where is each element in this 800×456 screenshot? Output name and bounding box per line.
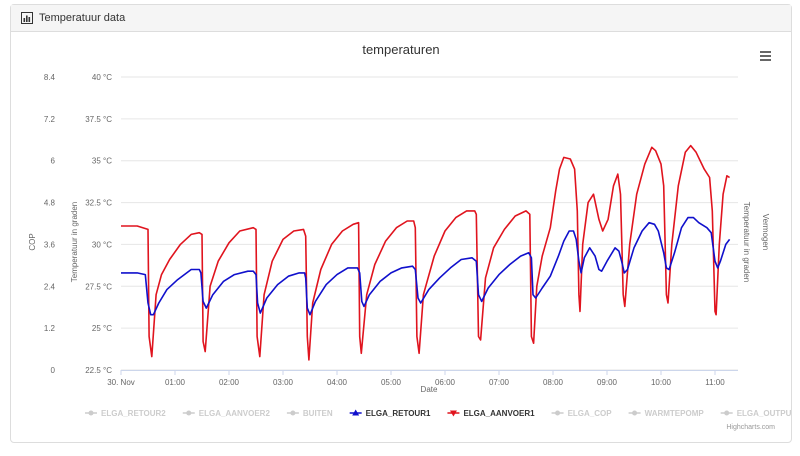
circle-icon — [290, 410, 296, 416]
y-axis-title-temp-left: Temperatuur in graden — [70, 202, 79, 283]
x-tick-label: 06:00 — [435, 378, 456, 387]
circle-icon — [555, 410, 561, 416]
y-axis-title-cop: COP — [28, 233, 37, 250]
legend-item-buiten[interactable]: BUITEN — [286, 409, 333, 418]
circle-icon — [632, 410, 638, 416]
legend-label: ELGA_COP — [568, 409, 613, 418]
temperature-panel: Temperatuur data temperaturen 22.5 °C 0 25… — [10, 4, 796, 443]
legend-label: ELGA_AANVOER2 — [199, 409, 271, 418]
circle-icon — [88, 410, 94, 416]
legend-item-elga-retour1[interactable]: ELGA_RETOUR1 — [349, 409, 431, 418]
chart-container: temperaturen 22.5 °C 0 25 °C 1.2 27.5 °C 2.4 3… — [11, 32, 796, 442]
panel-heading: Temperatuur data — [11, 5, 791, 32]
legend-label: WARMTEPOMP — [645, 409, 705, 418]
legend-label: ELGA_RETOUR1 — [366, 409, 431, 418]
circle-icon — [724, 410, 730, 416]
legend-item-elga-aanvoer1[interactable]: ELGA_AANVOER1 — [447, 409, 535, 418]
temperature-chart: temperaturen 22.5 °C 0 25 °C 1.2 27.5 °C 2.4 3… — [28, 42, 796, 431]
y-tick-cop: 7.2 — [44, 115, 56, 124]
triangle-down-icon — [449, 410, 457, 417]
credits-link[interactable]: Highcharts.com — [726, 424, 775, 431]
legend-item-elga-retour2[interactable]: ELGA_RETOUR2 — [85, 409, 166, 418]
x-tick-label: 03:00 — [273, 378, 294, 387]
y-axis-title-temp-right: Temperatuur in graden — [742, 202, 751, 283]
y-tick-cop: 0 — [51, 366, 56, 375]
series-line-aanvoer[interactable] — [121, 144, 731, 361]
legend-label: ELGA_RETOUR2 — [101, 409, 166, 418]
y-tick-cop: 4.8 — [44, 199, 56, 208]
legend-label: BUITEN — [303, 409, 333, 418]
circle-icon — [186, 410, 192, 416]
y-tick-temp: 40 °C — [92, 73, 112, 82]
x-tick-label: 07:00 — [489, 378, 510, 387]
legend-label: ELGA_OUTPUT — [737, 409, 791, 418]
y-tick-temp: 30 °C — [92, 240, 112, 249]
x-tick-label: 04:00 — [327, 378, 348, 387]
y-tick-cop: 6 — [51, 157, 56, 166]
x-tick-label: 11:00 — [705, 378, 725, 387]
legend-item-elga-cop[interactable]: ELGA_COP — [551, 409, 613, 418]
x-tick-label: 08:00 — [543, 378, 564, 387]
y-tick-temp: 25 °C — [92, 324, 112, 333]
y-tick-temp: 32.5 °C — [85, 199, 112, 208]
y-tick-temp: 27.5 °C — [85, 282, 112, 291]
x-tick-label: 01:00 — [165, 378, 186, 387]
x-tick-label: 10:00 — [651, 378, 672, 387]
x-tick-label: 02:00 — [219, 378, 240, 387]
bar-chart-icon — [21, 12, 33, 24]
panel-title: Temperatuur data — [39, 12, 126, 24]
legend-label: ELGA_AANVOER1 — [463, 409, 535, 418]
x-tick-label: 05:00 — [381, 378, 402, 387]
x-tick-label: 30. Nov — [107, 378, 135, 387]
series-line-retour[interactable] — [121, 216, 731, 316]
y-tick-cop: 2.4 — [44, 282, 56, 291]
legend-item-warmtepomp[interactable]: WARMTEPOMP — [628, 409, 705, 418]
x-axis-title: Date — [421, 385, 438, 394]
legend-item-elga-output[interactable]: ELGA_OUTPUT — [720, 409, 796, 418]
hamburger-menu-icon[interactable] — [760, 50, 772, 62]
y-tick-cop: 1.2 — [44, 324, 56, 333]
x-tick-label: 09:00 — [597, 378, 618, 387]
y-tick-cop: 8.4 — [44, 73, 56, 82]
triangle-up-icon — [352, 409, 360, 416]
y-axis-title-vermogen: Vermogen — [761, 214, 770, 250]
y-tick-temp: 37.5 °C — [85, 115, 112, 124]
legend: ELGA_RETOUR2 ELGA_AANVOER2 BUITEN ELGA_RETO… — [85, 409, 796, 418]
y-tick-cop: 3.6 — [44, 240, 56, 249]
chart-title: temperaturen — [362, 42, 439, 57]
legend-item-elga-aanvoer2[interactable]: ELGA_AANVOER2 — [182, 409, 271, 418]
y-tick-temp: 35 °C — [92, 157, 112, 166]
y-tick-temp: 22.5 °C — [85, 366, 112, 375]
